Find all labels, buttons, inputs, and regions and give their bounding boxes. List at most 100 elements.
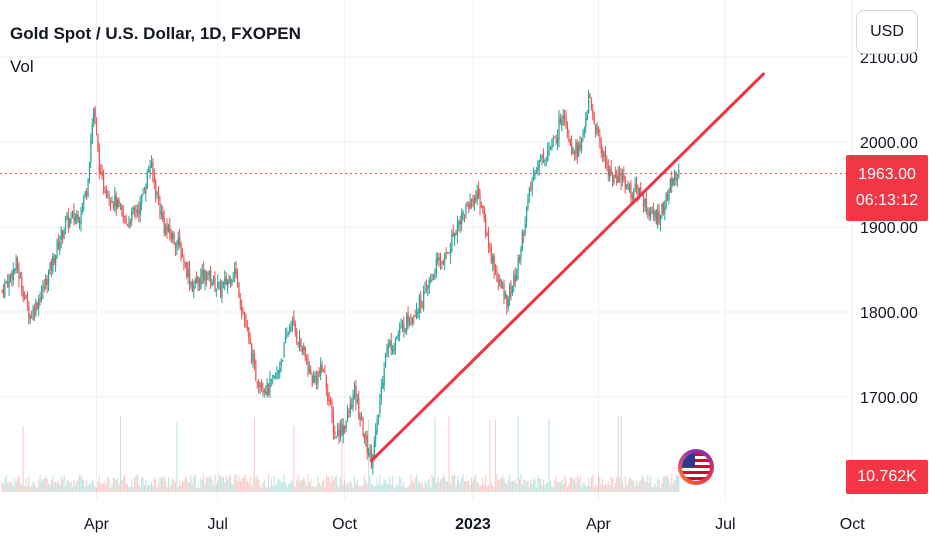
candle-body	[338, 429, 340, 438]
volume-bar	[165, 481, 167, 492]
candle-body	[421, 305, 423, 307]
candle-body	[117, 199, 119, 208]
symbol-title[interactable]: Gold Spot / U.S. Dollar, 1D, FXOPEN	[10, 24, 301, 43]
volume-bar	[180, 485, 182, 492]
candle-body	[542, 153, 545, 163]
candle-body	[279, 368, 281, 373]
candle-body	[490, 247, 492, 262]
volume-bar	[228, 476, 230, 492]
candle-body	[290, 326, 292, 328]
volume-bar	[627, 483, 629, 492]
candle-body	[90, 140, 92, 163]
candle-body	[359, 416, 361, 421]
volume-bar	[69, 482, 71, 492]
volume-bar	[620, 415, 622, 492]
volume-bar	[105, 484, 107, 492]
volume-bar	[640, 479, 642, 492]
volume-bar	[306, 485, 308, 492]
volume-bar	[369, 476, 371, 492]
volume-bar	[174, 481, 177, 492]
volume-bar	[21, 484, 23, 492]
candle-body	[552, 138, 555, 140]
volume-bar	[91, 479, 93, 492]
volume-bar	[448, 415, 450, 492]
volume-bar	[616, 476, 618, 492]
candle-body	[661, 203, 663, 215]
volume-bar	[572, 479, 574, 492]
volume-bar	[489, 420, 491, 492]
volume-bar	[393, 487, 395, 492]
volume-bar	[149, 484, 151, 492]
candle-body	[273, 375, 275, 377]
candle-body	[259, 384, 261, 387]
candle-body	[320, 364, 322, 376]
volume-bar	[31, 485, 33, 492]
volume-bar	[664, 475, 666, 492]
candle-body	[503, 283, 505, 300]
volume-bar	[162, 478, 164, 492]
volume-bar	[324, 487, 326, 492]
candle-body	[190, 282, 192, 286]
volume-bar	[88, 483, 91, 492]
candle-body	[385, 354, 387, 368]
candle-body	[368, 453, 370, 456]
candle-body	[640, 186, 642, 196]
volume-bar	[9, 483, 12, 492]
volume-bar	[327, 476, 329, 492]
volume-bar	[142, 477, 144, 492]
volume-bar	[179, 480, 181, 492]
currency-button[interactable]: USD	[856, 10, 918, 54]
candle-body	[43, 287, 45, 289]
candle-body	[291, 319, 294, 329]
volume-bar	[220, 475, 222, 492]
candle-body	[520, 248, 522, 259]
volume-bar	[492, 486, 494, 492]
volume-bar	[270, 478, 272, 492]
candle-body	[183, 258, 185, 265]
candle-body	[440, 260, 442, 264]
volume-bar	[122, 476, 124, 492]
volume-bar	[397, 486, 399, 492]
volume-bar	[499, 478, 501, 492]
volume-bar	[576, 475, 578, 492]
candle-body	[348, 411, 350, 413]
volume-bar	[115, 479, 117, 492]
volume-bar	[511, 480, 514, 492]
candle-body	[211, 282, 213, 287]
candle-body	[83, 196, 85, 204]
candle-body	[510, 284, 512, 294]
candle-body	[152, 161, 154, 175]
candle-body	[132, 207, 134, 211]
candle-body	[153, 175, 155, 183]
candle-body	[597, 127, 600, 133]
candle-body	[487, 234, 490, 248]
candle-body	[148, 170, 150, 173]
volume-bar	[449, 484, 451, 492]
volume-bar	[590, 477, 592, 492]
volume-bar	[338, 487, 340, 492]
volume-bar	[396, 483, 398, 492]
candle-body	[442, 262, 445, 265]
candle-body	[88, 162, 91, 180]
us-flag-icon[interactable]	[678, 449, 714, 485]
candle-body	[330, 399, 332, 404]
volume-bar	[469, 485, 471, 492]
volume-bar	[93, 482, 95, 492]
volume-bar	[507, 478, 509, 492]
volume-indicator-label[interactable]: Vol	[10, 57, 34, 76]
volume-bar	[308, 482, 310, 492]
candle-body	[160, 211, 163, 216]
volume-bar	[160, 476, 162, 492]
volume-bar	[644, 481, 646, 492]
candle-body	[565, 117, 567, 126]
candle-body	[369, 449, 371, 455]
volume-bar	[517, 415, 519, 492]
candle-body	[198, 278, 201, 287]
volume-bar	[301, 480, 303, 492]
candle-body	[146, 171, 148, 189]
volume-bar	[523, 479, 525, 492]
candle-body	[128, 221, 130, 228]
volume-bar	[251, 486, 253, 492]
